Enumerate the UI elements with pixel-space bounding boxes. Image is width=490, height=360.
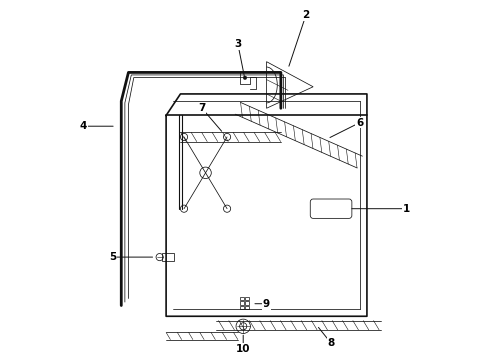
Bar <box>240 297 245 301</box>
Bar <box>245 306 249 309</box>
Text: 3: 3 <box>234 39 242 49</box>
Bar <box>245 297 249 301</box>
Bar <box>240 306 245 309</box>
Text: 1: 1 <box>403 204 410 214</box>
Bar <box>240 301 245 305</box>
Text: 4: 4 <box>80 121 87 131</box>
Text: 5: 5 <box>109 252 116 262</box>
Text: 10: 10 <box>236 344 250 354</box>
Text: 7: 7 <box>198 103 206 113</box>
Text: 8: 8 <box>327 338 335 348</box>
Text: 2: 2 <box>302 10 310 20</box>
Bar <box>245 301 249 305</box>
Circle shape <box>243 76 247 80</box>
Text: 6: 6 <box>356 118 364 128</box>
Text: 9: 9 <box>263 299 270 309</box>
